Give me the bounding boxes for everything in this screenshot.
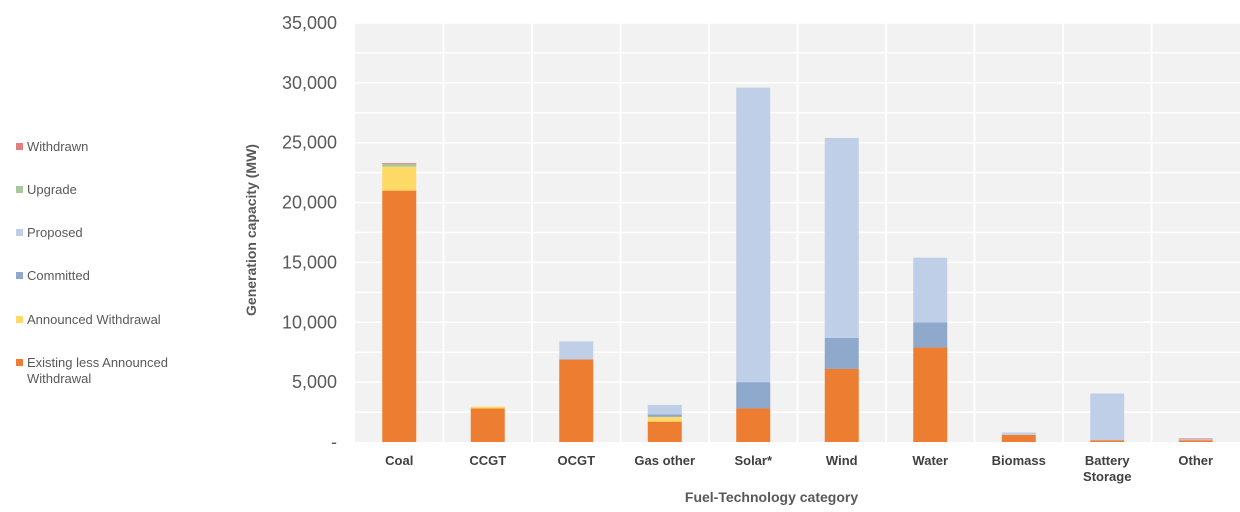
x-tick-label: Wind [826, 453, 858, 468]
bar-segment [1001, 432, 1036, 435]
legend-swatch [16, 272, 23, 279]
bar-segment [382, 163, 417, 167]
bar-segment [470, 406, 505, 409]
bar-segment [824, 368, 859, 442]
x-tick-label: Gas other [634, 453, 695, 468]
x-tick-label: OCGT [557, 453, 595, 468]
x-tick-label: Water [912, 453, 948, 468]
legend-swatch [16, 359, 23, 366]
bar-segment [382, 190, 417, 442]
legend-label: Announced Withdrawal [27, 312, 161, 327]
bar-segment [913, 257, 948, 323]
legend-item: Announced Withdrawal [16, 312, 207, 328]
legend-item: Withdrawn [16, 139, 207, 155]
legend-label: Existing less Announced Withdrawal [27, 355, 168, 386]
legend: Withdrawn Upgrade Proposed Committed Announc… [16, 0, 236, 512]
bar-segment [913, 322, 948, 348]
x-tick-label: Coal [385, 453, 413, 468]
x-tick-label: Other [1178, 453, 1213, 468]
y-tick-label: 5,000 [292, 372, 337, 392]
bar-segment [382, 163, 417, 164]
y-tick-label: 10,000 [282, 312, 337, 332]
bar-segment [647, 416, 682, 422]
legend-item: Proposed [16, 225, 207, 241]
legend-swatch [16, 229, 23, 236]
bar-segment [559, 341, 594, 360]
legend-item: Committed [16, 268, 207, 284]
x-tick-label: CCGT [469, 453, 506, 468]
x-tick-label: Battery Storage [1083, 453, 1131, 484]
y-axis-title: Generation capacity (MW) [243, 144, 259, 316]
bar-segment [647, 414, 682, 417]
y-tick-label: 35,000 [282, 13, 337, 33]
legend-item: Existing less Announced Withdrawal [16, 355, 207, 387]
bar-segment [647, 404, 682, 415]
bar-segment [1090, 393, 1125, 441]
legend-label: Withdrawn [27, 139, 89, 154]
bar-segment [1001, 434, 1036, 442]
bar-segment [736, 382, 771, 409]
bar-segment [824, 337, 859, 369]
bar-segment [736, 87, 771, 383]
bar-segment [913, 347, 948, 442]
bar-segment [1090, 440, 1125, 442]
bar-segment [1178, 438, 1213, 440]
bar-segment [382, 166, 417, 191]
y-tick-label: - [331, 432, 337, 452]
bar-segment [736, 408, 771, 442]
legend-swatch [16, 143, 23, 150]
bar-segment [1178, 440, 1213, 442]
y-tick-label: 15,000 [282, 252, 337, 272]
legend-swatch [16, 316, 23, 323]
legend-swatch [16, 186, 23, 193]
legend-label: Committed [27, 268, 90, 283]
legend-label: Upgrade [27, 182, 77, 197]
x-tick-label: Biomass [992, 453, 1046, 468]
x-tick-label: Solar* [734, 453, 773, 468]
y-tick-label: 25,000 [282, 133, 337, 153]
bar-segment [824, 137, 859, 338]
bar-segment [470, 408, 505, 442]
y-tick-label: 30,000 [282, 73, 337, 93]
legend-item: Upgrade [16, 182, 207, 198]
y-tick-label: 20,000 [282, 193, 337, 213]
bar-segment [559, 359, 594, 442]
bar-segment [1178, 439, 1213, 441]
bar-segment [647, 421, 682, 442]
legend-label: Proposed [27, 225, 83, 240]
x-axis-title: Fuel-Technology category [685, 489, 858, 505]
